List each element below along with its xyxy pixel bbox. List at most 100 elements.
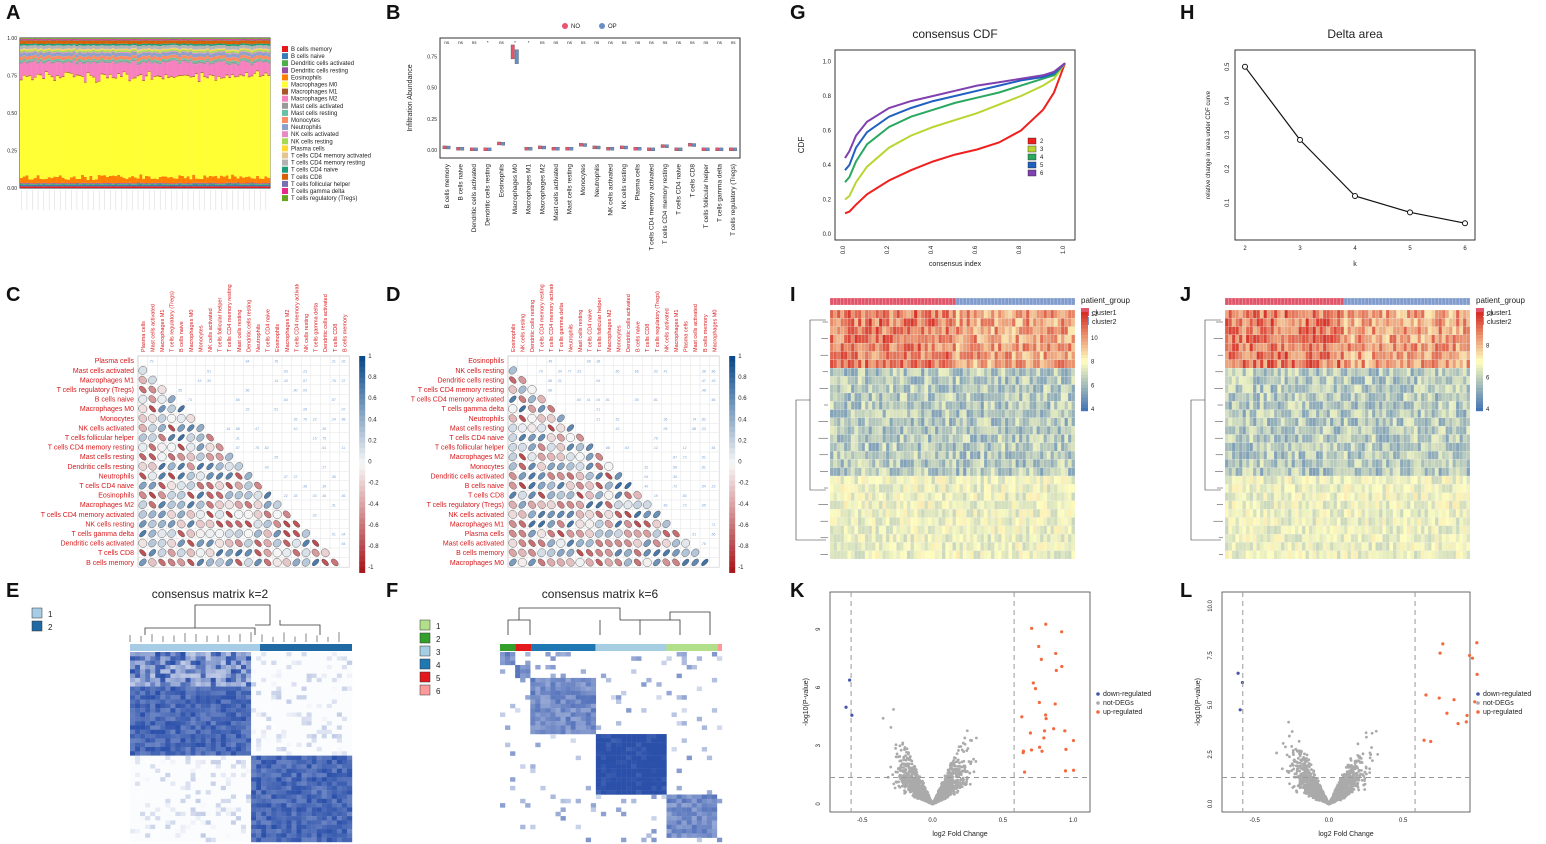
correlation-ellipse [167, 558, 176, 567]
stacked-bar-segment [50, 77, 54, 179]
correlation-value: .21 [595, 417, 600, 421]
stacked-bar-segment [186, 39, 190, 41]
stacked-bar-segment [233, 60, 237, 63]
correlation-ellipse [148, 519, 157, 529]
matrix-cell [326, 738, 333, 743]
matrix-cell [140, 669, 146, 674]
stacked-bar-segment [56, 76, 60, 177]
matrix-cell [230, 747, 237, 752]
correlation-ellipse [272, 509, 282, 519]
stacked-bar-segment [220, 184, 223, 187]
matrix-cell [140, 716, 146, 722]
stacked-bar-segment [192, 45, 196, 50]
correlation-ellipse [273, 539, 282, 548]
stacked-bar-segment [70, 39, 73, 41]
row-label: Monocytes [470, 464, 504, 471]
row-label: NK cells resting [455, 368, 504, 375]
matrix-cell [185, 673, 191, 679]
stacked-bar-segment [247, 76, 251, 78]
matrix-cell [195, 656, 201, 661]
matrix-cell [296, 721, 302, 726]
stacked-bar-segment [33, 177, 37, 184]
matrix-cell [536, 355, 547, 366]
stacked-bar-segment [39, 40, 43, 44]
stacked-bar-segment [233, 186, 237, 188]
matrix-cell [661, 355, 672, 366]
matrix-cell [301, 734, 307, 739]
stacked-bar-segment [225, 45, 229, 50]
correlation-value: .68 [341, 417, 346, 421]
stacked-bar-segment [108, 175, 112, 183]
matrix-cell [220, 690, 227, 696]
stacked-bar-segment [25, 60, 29, 62]
matrix-cell [281, 656, 287, 661]
significance-label: ns [458, 40, 464, 45]
stacked-bar-segment [183, 38, 187, 39]
stacked-bar-segment [222, 61, 226, 78]
stacked-bar-segment [267, 59, 271, 62]
colorbar-segment [729, 377, 736, 384]
stacked-bar-segment [217, 48, 221, 50]
stacked-bar-segment [256, 62, 260, 71]
stacked-bar-segment [97, 48, 101, 50]
matrix-cell [175, 669, 181, 674]
matrix-cell [341, 673, 348, 679]
matrix-cell [301, 423, 311, 433]
stacked-bar-segment [170, 60, 173, 77]
matrix-cell [135, 652, 141, 657]
box [456, 147, 461, 151]
stacked-bar-segment [103, 50, 107, 53]
stacked-bar-segment [181, 40, 185, 44]
stacked-bar-segment [258, 59, 262, 62]
stacked-bar-segment [67, 58, 71, 61]
stacked-bar-segment [111, 51, 115, 53]
stacked-bar-segment [136, 182, 140, 184]
stacked-bar-segment [192, 75, 196, 77]
stacked-bar-segment [78, 51, 82, 53]
stacked-bar-segment [20, 53, 23, 57]
matrix-cell [165, 729, 171, 735]
stacked-bar-segment [261, 51, 265, 53]
matrix-cell [680, 384, 691, 395]
stacked-bar-segment [186, 176, 190, 184]
stacked-bar-segment [158, 39, 162, 41]
matrix-cell [272, 490, 283, 501]
stacked-bar-segment [245, 177, 248, 184]
stacked-bar-segment [128, 53, 132, 57]
matrix-cell [230, 725, 237, 730]
stacked-bar-segment [117, 40, 121, 44]
correlation-ellipse [215, 472, 224, 480]
matrix-cell [180, 747, 186, 752]
matrix-cell [230, 712, 237, 717]
stacked-bar-segment [256, 48, 260, 50]
column-label: Neutrophils [256, 324, 262, 352]
matrix-cell [311, 708, 317, 713]
matrix-cell [230, 703, 237, 709]
correlation-ellipse [556, 462, 565, 471]
matrix-cell [555, 403, 566, 414]
stacked-bar-segment [220, 51, 223, 53]
stacked-bar-segment [186, 40, 190, 44]
stacked-bar-segment [250, 182, 254, 184]
stacked-bar-segment [20, 43, 23, 46]
stacked-bar-segment [170, 44, 173, 48]
stacked-bar-segment [245, 71, 248, 73]
matrix-cell [301, 708, 307, 713]
stacked-bar-segment [125, 60, 129, 63]
y-axis-label: Infiltration Abundance [407, 64, 414, 131]
matrix-cell [632, 480, 643, 491]
correlation-ellipse [557, 510, 565, 519]
matrix-cell [301, 652, 307, 657]
stacked-bar-segment [67, 40, 71, 44]
stacked-bar-segment [95, 182, 98, 184]
colorbar-segment [359, 469, 366, 476]
matrix-cell [306, 725, 312, 730]
stacked-bar-segment [147, 49, 151, 52]
stacked-bar-segment [233, 38, 237, 39]
stacked-bar-segment [164, 59, 168, 61]
colorbar-segment [729, 356, 736, 362]
matrix-cell [256, 669, 262, 674]
stacked-bar-segment [72, 51, 76, 55]
matrix-cell [214, 432, 225, 443]
stacked-bar-segment [231, 75, 235, 175]
